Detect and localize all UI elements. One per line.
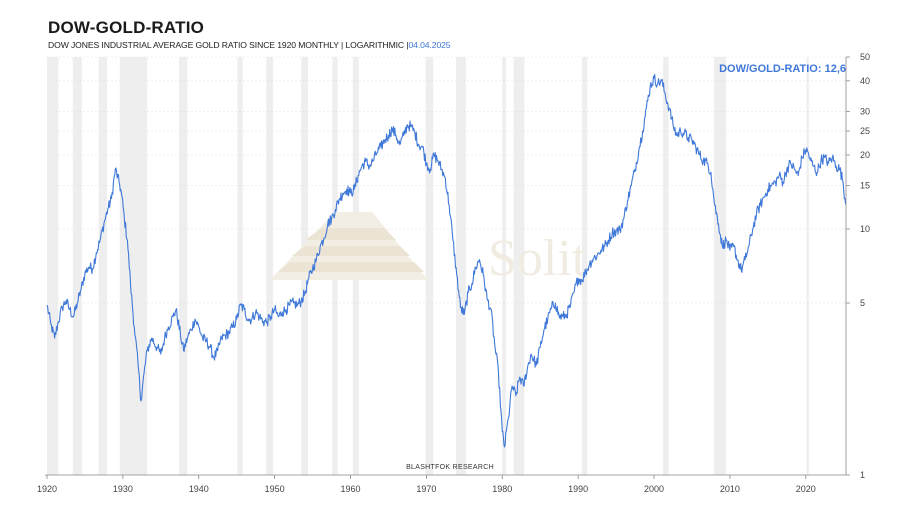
- recession-band-3: [119, 57, 148, 475]
- subtitle-date: 04.04.2025: [408, 40, 451, 50]
- tick-label-y-10: 10: [860, 224, 870, 234]
- series-line-dow-gold-ratio: [46, 73, 847, 448]
- tick-label-x-1930: 1930: [113, 484, 133, 494]
- tick-label-x-2000: 2000: [644, 484, 664, 494]
- recession-band-6: [266, 57, 274, 475]
- tick-label-x-1980: 1980: [492, 484, 512, 494]
- recession-band-5: [237, 57, 243, 475]
- gridlines: [47, 56, 846, 476]
- tick-label-y-20: 20: [860, 150, 870, 160]
- watermark: Solit: [270, 212, 587, 287]
- recession-bands: [47, 57, 809, 475]
- x-axis: 1920 1930 1940 1950 1960 1970 1980 1990 2000 2010…: [37, 474, 846, 494]
- tick-label-y-15: 15: [860, 181, 870, 191]
- recession-band-10: [425, 57, 434, 475]
- watermark-text: Solit: [488, 230, 587, 287]
- tick-label-y-40: 40: [860, 76, 870, 86]
- tick-label-x-2020: 2020: [796, 484, 816, 494]
- recession-band-13: [513, 57, 525, 475]
- tick-label-x-2010: 2010: [720, 484, 740, 494]
- tick-label-y-5: 5: [860, 298, 865, 308]
- stepped-pyramid-logo: [270, 212, 428, 280]
- recession-band-17: [806, 57, 809, 475]
- recession-band-15: [663, 57, 669, 475]
- tick-label-x-1950: 1950: [265, 484, 285, 494]
- recession-band-0: [47, 57, 59, 475]
- recession-band-1: [72, 57, 82, 475]
- tick-label-x-1920: 1920: [37, 484, 57, 494]
- current-value-annotation: DOW/GOLD-RATIO: 12,6: [719, 63, 846, 75]
- chart-subtitle: DOW JONES INDUSTRIAL AVERAGE GOLD RATIO …: [48, 40, 451, 50]
- recession-band-4: [179, 57, 188, 475]
- recession-band-2: [98, 57, 107, 475]
- tick-label-y-50: 50: [860, 52, 870, 62]
- tick-label-y-25: 25: [860, 126, 870, 136]
- recession-band-16: [713, 57, 727, 475]
- tick-label-y-1: 1: [860, 470, 865, 480]
- tick-label-x-1990: 1990: [568, 484, 588, 494]
- tick-label-x-1970: 1970: [416, 484, 436, 494]
- tick-label-x-1960: 1960: [340, 484, 360, 494]
- page-title: DOW-GOLD-RATIO: [48, 18, 205, 37]
- tick-label-y-30: 30: [860, 107, 870, 117]
- recession-band-11: [455, 57, 466, 475]
- recession-band-12: [502, 57, 507, 475]
- tick-label-x-1940: 1940: [189, 484, 209, 494]
- subtitle-main: DOW JONES INDUSTRIAL AVERAGE GOLD RATIO …: [48, 40, 409, 50]
- recession-band-14: [581, 57, 588, 475]
- research-credit: BLASHTFOK RESEARCH: [406, 464, 494, 471]
